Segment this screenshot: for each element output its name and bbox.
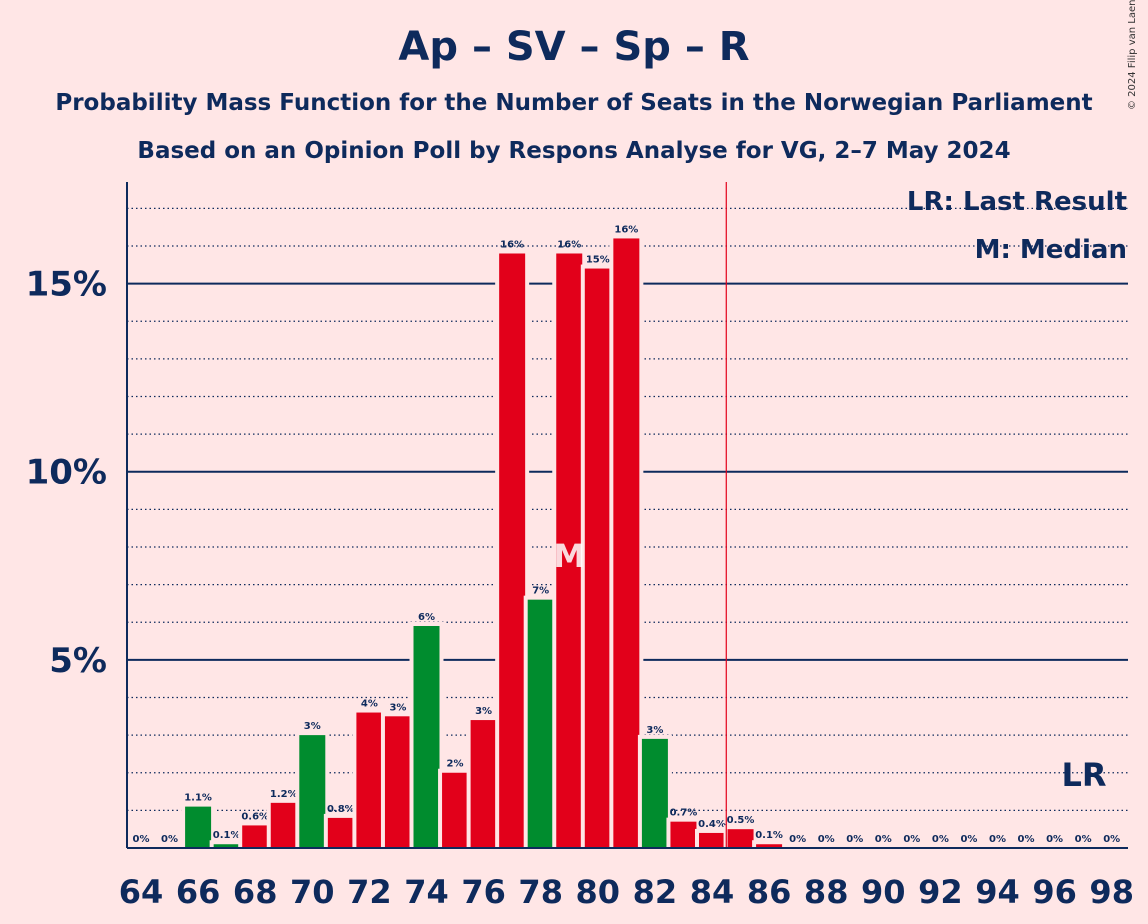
bar-value-label: 0% xyxy=(932,834,949,845)
legend-last-result: LR: Last Result xyxy=(907,187,1127,217)
bar-value-label: 15% xyxy=(586,255,610,266)
bar-value-label: 0% xyxy=(960,834,977,845)
legend-median: M: Median xyxy=(975,235,1127,265)
bar-seats-68 xyxy=(242,825,269,848)
bar-seats-81 xyxy=(613,238,640,848)
bar-seats-74 xyxy=(413,626,440,848)
bar-value-label: 0% xyxy=(818,834,835,845)
y-tick-label: 10% xyxy=(26,453,107,493)
bar-value-label: 1.2% xyxy=(270,789,298,800)
y-tick-label: 5% xyxy=(49,641,107,681)
bar-value-label: 4% xyxy=(361,699,378,710)
bar-value-label: 0.6% xyxy=(241,811,269,822)
bar-value-label: 0.8% xyxy=(327,804,355,815)
bar-value-label: 7% xyxy=(532,586,549,597)
x-tick-label: 92 xyxy=(918,873,963,911)
bar-value-label: 0% xyxy=(846,834,863,845)
bar-value-label: 16% xyxy=(500,239,524,250)
x-tick-label: 82 xyxy=(633,873,678,911)
bar-seats-79 xyxy=(556,253,583,849)
bar-seats-86 xyxy=(756,844,783,848)
bar-value-label: 0.1% xyxy=(213,830,241,841)
bar-seats-76 xyxy=(470,720,497,848)
bar-value-label: 0% xyxy=(1103,834,1120,845)
bar-value-label: 0% xyxy=(903,834,920,845)
bar-value-label: 3% xyxy=(389,702,406,713)
x-tick-label: 64 xyxy=(119,873,164,911)
bar-value-label: 0% xyxy=(875,834,892,845)
median-marker: M xyxy=(553,537,585,575)
x-tick-label: 72 xyxy=(347,873,392,911)
x-tick-label: 94 xyxy=(975,873,1020,911)
x-tick-label: 76 xyxy=(461,873,506,911)
x-tick-label: 70 xyxy=(290,873,335,911)
chart-subtitle: Probability Mass Function for the Number… xyxy=(55,90,1093,116)
bar-value-label: 0% xyxy=(1075,834,1092,845)
bar-value-label: 2% xyxy=(447,759,464,770)
x-tick-label: 80 xyxy=(576,873,621,911)
bar-value-label: 0% xyxy=(1046,834,1063,845)
x-tick-label: 98 xyxy=(1089,873,1134,911)
bar-seats-71 xyxy=(327,817,354,848)
bar-seats-73 xyxy=(384,716,411,848)
bar-value-label: 3% xyxy=(646,725,663,736)
bar-value-label: 0% xyxy=(789,834,806,845)
bar-seats-72 xyxy=(356,712,383,848)
bar-value-label: 0% xyxy=(1018,834,1035,845)
x-tick-label: 96 xyxy=(1032,873,1077,911)
bar-value-label: 0.7% xyxy=(670,808,698,819)
bar-seats-83 xyxy=(670,821,697,848)
bar-seats-67 xyxy=(213,844,240,848)
bar-seats-80 xyxy=(584,268,611,848)
bar-value-label: 0.1% xyxy=(755,830,783,841)
bar-gap xyxy=(209,840,244,848)
bar-value-label: 16% xyxy=(557,239,581,250)
bar-value-label: 0% xyxy=(989,834,1006,845)
last-result-marker: LR xyxy=(1061,756,1106,794)
y-tick-label: 15% xyxy=(26,265,107,305)
bar-value-label: 6% xyxy=(418,612,435,623)
bar-value-label: 0% xyxy=(161,834,178,845)
bar-seats-69 xyxy=(270,802,297,848)
chart-subtitle-poll: Based on an Opinion Poll by Respons Anal… xyxy=(137,138,1011,164)
bar-seats-82 xyxy=(641,738,668,848)
x-tick-label: 68 xyxy=(233,873,278,911)
x-tick-label: 88 xyxy=(804,873,849,911)
bar-value-label: 16% xyxy=(614,224,638,235)
bar-seats-70 xyxy=(299,735,326,848)
chart-title: Ap – SV – Sp – R xyxy=(398,24,750,70)
x-tick-label: 78 xyxy=(518,873,563,911)
bar-value-label: 1.1% xyxy=(184,793,212,804)
bar-gap xyxy=(752,840,787,848)
bar-value-label: 0% xyxy=(133,834,150,845)
bar-seats-84 xyxy=(699,832,725,848)
x-tick-label: 66 xyxy=(176,873,221,911)
bar-seats-66 xyxy=(185,806,212,848)
x-tick-label: 86 xyxy=(747,873,792,911)
bar-value-label: 0.5% xyxy=(727,815,755,826)
bar-value-label: 3% xyxy=(304,721,321,732)
bar-seats-75 xyxy=(442,772,469,848)
x-tick-label: 90 xyxy=(861,873,906,911)
bar-value-label: 0.4% xyxy=(698,819,726,830)
x-tick-label: 84 xyxy=(690,873,735,911)
bar-seats-77 xyxy=(499,253,526,849)
x-tick-label: 74 xyxy=(404,873,449,911)
bar-seats-78 xyxy=(527,599,554,848)
bar-seats-85 xyxy=(727,829,754,848)
bar-value-label: 3% xyxy=(475,706,492,717)
